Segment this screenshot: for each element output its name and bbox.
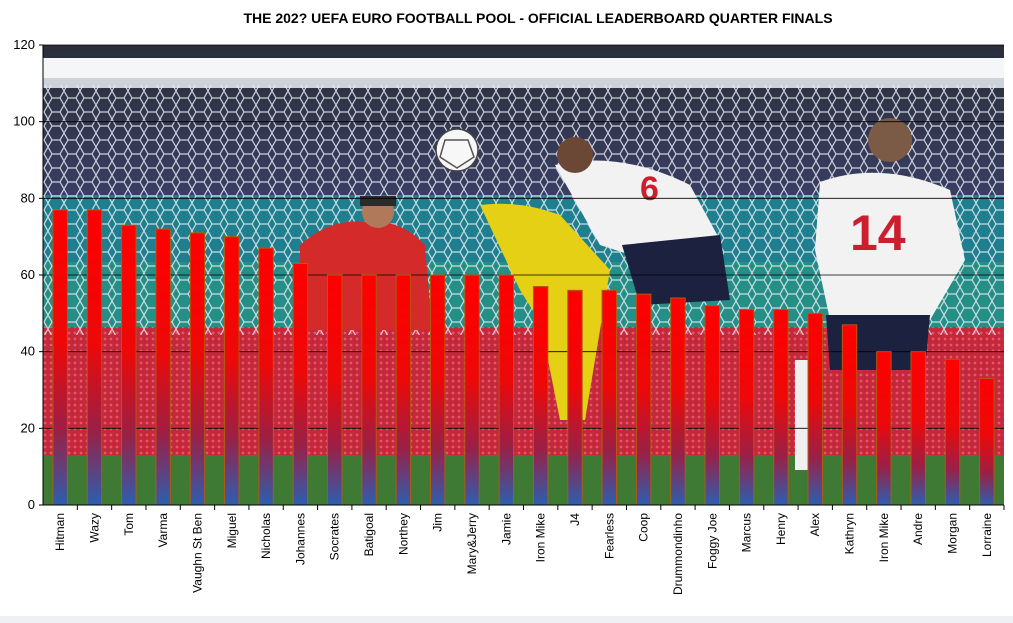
bar (189, 232, 206, 506)
x-tick-label: Nicholas (259, 513, 273, 559)
bar (601, 289, 618, 506)
x-tick-label: Kathryn (843, 513, 857, 554)
x-tick-label: Mary&Jerry (465, 513, 479, 574)
bar (327, 274, 343, 506)
y-tick-label: 120 (13, 37, 35, 52)
x-tick-label: Foggy Joe (705, 513, 719, 569)
x-tick-label: Wazy (87, 513, 101, 543)
x-tick-label: Socrates (328, 513, 342, 560)
bar (567, 289, 583, 506)
y-tick-label: 60 (21, 267, 35, 282)
bar (773, 309, 789, 506)
bar (704, 305, 720, 506)
x-tick-label: Miguel (225, 513, 239, 548)
chart-title: THE 202? UEFA EURO FOOTBALL POOL - OFFIC… (243, 10, 832, 26)
y-tick-label: 80 (21, 190, 35, 205)
x-tick-label: Northey (396, 513, 410, 555)
svg-text:14: 14 (850, 205, 906, 261)
x-tick-label: Jamie (499, 513, 513, 545)
x-tick-label: Coop (637, 513, 651, 542)
bar (155, 228, 171, 506)
bar (876, 351, 892, 506)
x-tick-label: Jim (431, 513, 445, 532)
bar (979, 378, 995, 506)
bar (670, 297, 686, 506)
x-tick-label: Johannes (293, 513, 307, 565)
bar (807, 312, 823, 506)
x-tick-label: Marcus (740, 513, 754, 552)
bar (910, 351, 926, 506)
x-tick-label: Tom (122, 513, 136, 536)
y-tick-label: 40 (21, 344, 35, 359)
y-tick-label: 0 (28, 497, 35, 512)
x-tick-label: Batigoal (362, 513, 376, 556)
footer-strip (0, 616, 1013, 623)
x-tick-label: Alex (808, 513, 822, 536)
x-tick-label: Iron Mike (877, 513, 891, 563)
x-tick-label: Vaughn St Ben (190, 513, 204, 593)
bar (121, 224, 137, 506)
y-tick-label: 100 (13, 114, 35, 129)
y-axis: 0 20 40 60 80 100 120 (13, 37, 43, 512)
bar (292, 263, 309, 506)
bar (944, 358, 961, 506)
x-axis: Hitman Wazy Tom Varma Vaughn St Ben Miguel Nic… (53, 505, 1005, 595)
bar (635, 293, 652, 506)
svg-text:6: 6 (640, 170, 659, 208)
bar (498, 274, 515, 506)
bar (224, 236, 240, 506)
bar (738, 309, 755, 506)
x-tick-label: J4 (568, 513, 582, 526)
x-tick-label: Henry (774, 513, 788, 545)
x-tick-label: Drummondinho (671, 513, 685, 595)
x-tick-label: Hitman (53, 513, 67, 551)
bar (841, 324, 858, 506)
bar (464, 274, 480, 506)
bar (429, 274, 446, 506)
bar-series (52, 209, 995, 506)
bar (395, 274, 412, 506)
x-tick-label: Iron Mike (534, 513, 548, 563)
bar (52, 209, 68, 506)
x-tick-label: Lorraine (980, 513, 994, 557)
x-tick-label: Varma (156, 513, 170, 548)
x-tick-label: Morgan (946, 513, 960, 554)
bar (86, 209, 103, 506)
y-tick-label: 20 (21, 420, 35, 435)
bar (258, 247, 274, 506)
x-tick-label: Fearless (602, 513, 616, 559)
x-tick-label: Andre (911, 513, 925, 545)
bar (361, 274, 377, 506)
bar (532, 286, 549, 506)
